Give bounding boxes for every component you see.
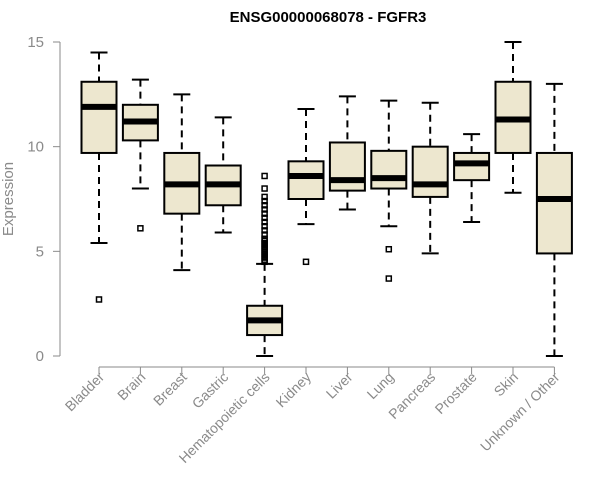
box-group-breast bbox=[163, 93, 201, 272]
outlier-point bbox=[261, 231, 268, 238]
iqr-box bbox=[80, 80, 118, 154]
box-group-liver bbox=[328, 95, 366, 211]
x-tick-label: Prostate bbox=[432, 369, 480, 417]
outlier-point bbox=[261, 193, 268, 201]
outlier-point bbox=[261, 210, 268, 217]
x-tick-label: Skin bbox=[491, 369, 522, 400]
box-group-kidney bbox=[287, 107, 325, 266]
axes: 0 5 10 15 bbox=[27, 34, 555, 368]
x-tick-label: Lung bbox=[364, 369, 397, 402]
outlier-point bbox=[261, 218, 268, 226]
box-group-prostate bbox=[453, 133, 491, 224]
outlier-point bbox=[137, 225, 144, 232]
y-tick-label: 15 bbox=[27, 34, 44, 51]
outlier-point bbox=[302, 258, 310, 266]
outlier-point bbox=[261, 172, 268, 180]
outlier-point bbox=[95, 296, 103, 303]
outlier-point bbox=[385, 275, 393, 282]
box-group-pancreas bbox=[411, 101, 449, 255]
box-group-unknown-other bbox=[535, 82, 573, 357]
box-group-brain bbox=[121, 78, 159, 232]
iqr-box bbox=[535, 151, 573, 255]
iqr-box bbox=[287, 160, 325, 201]
x-tick-label: Unknown / Other bbox=[477, 369, 563, 455]
box-group-lung bbox=[370, 99, 408, 282]
x-tick-label: Bladder bbox=[62, 369, 108, 415]
outlier-point bbox=[261, 206, 268, 213]
iqr-box bbox=[411, 145, 449, 198]
box-group-hematopoietic-cells bbox=[246, 172, 284, 357]
y-tick-label: 5 bbox=[36, 243, 44, 260]
chart-title: ENSG00000068078 - FGFR3 bbox=[230, 9, 427, 26]
x-tick-label: Liver bbox=[323, 369, 356, 402]
x-tick-label: Brain bbox=[114, 369, 148, 403]
box-group-skin bbox=[494, 41, 532, 194]
box-group-bladder bbox=[80, 51, 118, 303]
outlier-point bbox=[261, 197, 268, 205]
outlier-point bbox=[261, 222, 268, 230]
x-tick-label: Breast bbox=[150, 369, 190, 409]
outlier-point bbox=[385, 245, 393, 253]
outlier-point bbox=[261, 185, 268, 192]
x-tick-label: Kidney bbox=[273, 369, 315, 411]
y-axis-label: Expression bbox=[0, 162, 17, 236]
outlier-point bbox=[261, 202, 268, 209]
y-tick-label: 10 bbox=[27, 139, 44, 156]
iqr-box bbox=[453, 151, 491, 182]
outlier-point bbox=[261, 214, 268, 222]
box-group-gastric bbox=[204, 116, 242, 234]
outlier-point bbox=[261, 235, 268, 243]
y-tick-label: 0 bbox=[36, 348, 44, 365]
boxes-group bbox=[80, 41, 573, 357]
iqr-box bbox=[328, 141, 366, 192]
outlier-point bbox=[261, 227, 268, 234]
iqr-box bbox=[370, 149, 408, 190]
